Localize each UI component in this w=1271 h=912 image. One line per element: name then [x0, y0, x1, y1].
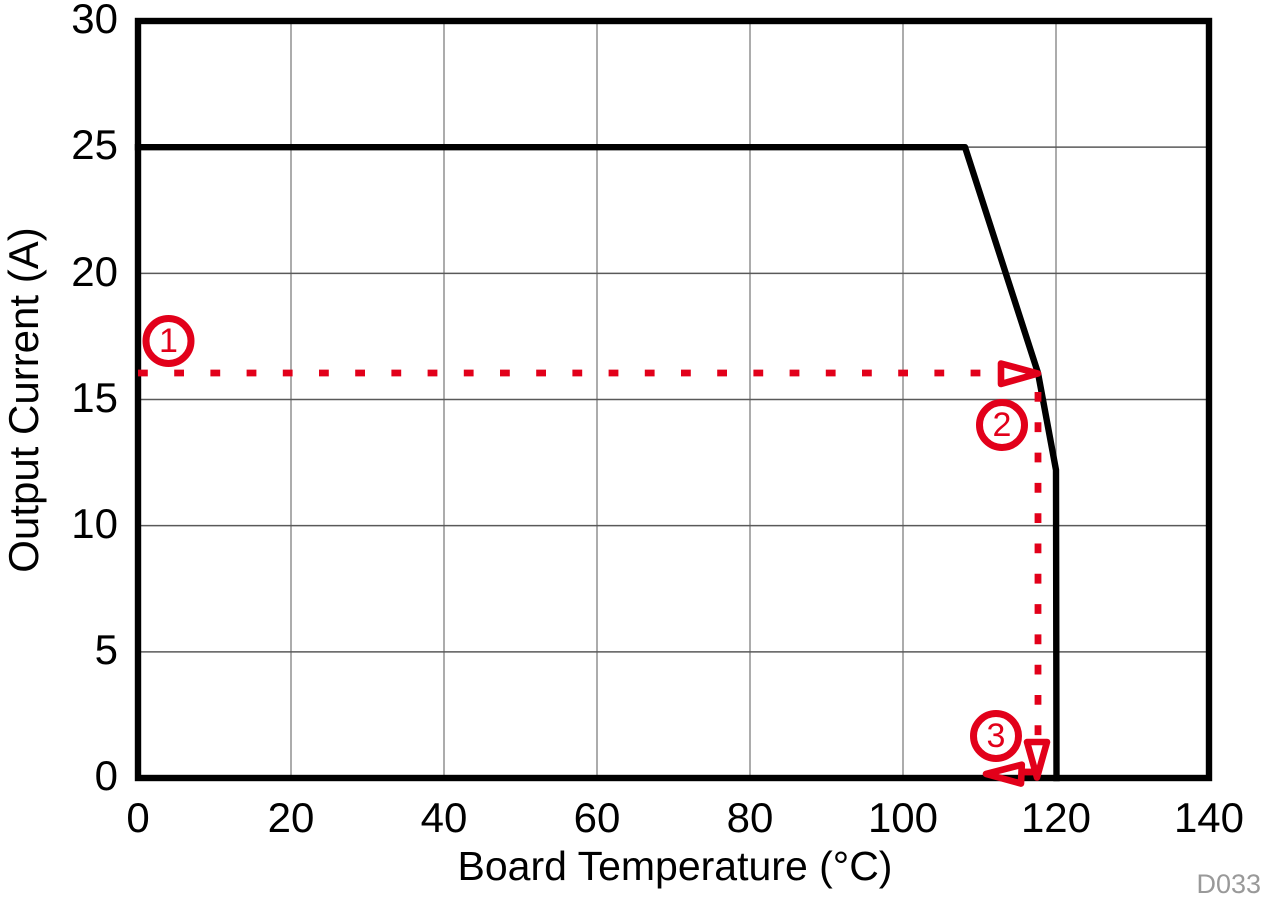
svg-text:80: 80 [727, 794, 774, 841]
svg-text:Output Current (A): Output Current (A) [0, 227, 47, 572]
svg-text:25: 25 [71, 121, 118, 168]
svg-text:20: 20 [71, 248, 118, 295]
svg-text:15: 15 [71, 374, 118, 421]
svg-text:140: 140 [1174, 794, 1244, 841]
svg-text:0: 0 [126, 794, 149, 841]
svg-text:3: 3 [987, 717, 1006, 755]
svg-text:20: 20 [268, 794, 315, 841]
svg-text:120: 120 [1021, 794, 1091, 841]
svg-text:D033: D033 [1196, 869, 1261, 899]
svg-text:Board Temperature (°C): Board Temperature (°C) [458, 843, 893, 889]
svg-text:0: 0 [95, 752, 118, 799]
svg-text:30: 30 [71, 0, 118, 42]
svg-text:1: 1 [159, 322, 178, 360]
svg-text:60: 60 [574, 794, 621, 841]
svg-text:2: 2 [993, 406, 1012, 444]
svg-text:40: 40 [421, 794, 468, 841]
svg-text:10: 10 [71, 500, 118, 547]
svg-text:100: 100 [868, 794, 938, 841]
svg-text:5: 5 [95, 626, 118, 673]
